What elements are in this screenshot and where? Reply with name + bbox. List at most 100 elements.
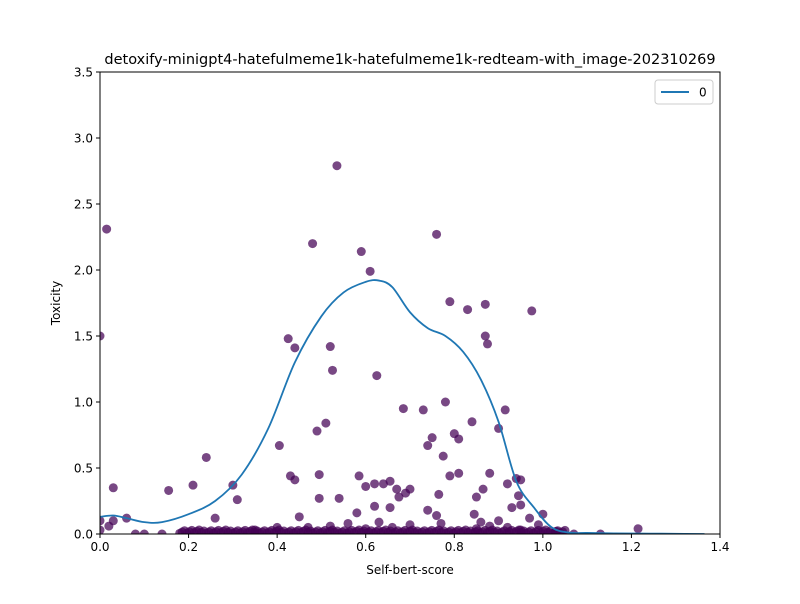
scatter-point bbox=[334, 493, 344, 503]
scatter-point bbox=[130, 529, 140, 534]
y-tick-label: 3.5 bbox=[74, 66, 93, 80]
scatter-point bbox=[164, 485, 174, 495]
scatter-point bbox=[100, 331, 105, 341]
scatter-point bbox=[485, 521, 495, 531]
scatter-point bbox=[290, 343, 300, 353]
x-tick-label: 1.0 bbox=[533, 540, 552, 554]
scatter-point bbox=[502, 522, 512, 532]
scatter-point bbox=[370, 479, 380, 489]
scatter-point bbox=[405, 484, 415, 494]
scatter-point bbox=[467, 417, 477, 427]
scatter-point bbox=[308, 239, 318, 249]
scatter-point bbox=[502, 479, 512, 489]
scatter-point bbox=[365, 266, 375, 276]
scatter-point bbox=[392, 484, 402, 494]
scatter-point bbox=[514, 491, 523, 501]
y-tick-label: 1.0 bbox=[74, 396, 93, 410]
scatter-point bbox=[440, 397, 450, 407]
scatter-point bbox=[469, 509, 479, 519]
scatter-point bbox=[312, 426, 322, 436]
scatter-point bbox=[476, 517, 486, 527]
scatter-point bbox=[471, 492, 481, 502]
scatter-point bbox=[361, 524, 371, 534]
y-axis-label: Toxicity bbox=[49, 281, 63, 326]
scatter-point bbox=[423, 441, 433, 451]
scatter-point bbox=[483, 339, 492, 349]
x-axis-label: Self-bert-score bbox=[366, 563, 453, 577]
scatter-point bbox=[533, 520, 543, 530]
x-tick-label: 0.0 bbox=[90, 540, 109, 554]
scatter-point bbox=[485, 468, 495, 478]
legend-entry-0: 0 bbox=[699, 86, 707, 100]
scatter-point bbox=[328, 365, 337, 375]
scatter-point bbox=[232, 495, 242, 505]
y-tick-label: 0.0 bbox=[74, 528, 93, 542]
scatter-point bbox=[454, 434, 464, 444]
scatter-point bbox=[398, 404, 408, 414]
scatter-point bbox=[405, 520, 415, 530]
y-tick-label: 0.5 bbox=[74, 462, 93, 476]
scatter-point bbox=[356, 247, 366, 257]
y-tick-label: 2.0 bbox=[74, 264, 93, 278]
scatter-point bbox=[438, 451, 448, 461]
x-tick-label: 1.4 bbox=[710, 540, 729, 554]
x-tick-label: 0.6 bbox=[356, 540, 375, 554]
scatter-point bbox=[139, 529, 149, 534]
scatter-point bbox=[387, 522, 397, 532]
scatter-point bbox=[374, 517, 384, 527]
scatter-point bbox=[432, 229, 442, 239]
scatter-point bbox=[516, 475, 526, 485]
scatter-point bbox=[372, 371, 382, 381]
axes-frame bbox=[99, 71, 721, 535]
chart-title: detoxify-minigpt4-hatefulmeme1k-hatefulm… bbox=[104, 52, 715, 68]
scatter-point bbox=[325, 342, 335, 352]
scatter-point bbox=[434, 489, 444, 499]
axis-ticks: 0.0 0.2 0.4 0.6 0.8 1.0 1.2 1.4 0.0 0.5 1.0 1.5 2.0 2… bbox=[74, 66, 730, 555]
y-tick-label: 3.0 bbox=[74, 132, 93, 146]
scatter-point bbox=[102, 224, 112, 234]
scatter-point bbox=[321, 418, 331, 428]
scatter-point bbox=[290, 475, 300, 485]
scatter-point bbox=[303, 522, 313, 532]
x-tick-label: 1.2 bbox=[622, 540, 641, 554]
scatter-point bbox=[480, 299, 490, 309]
scatter-point bbox=[210, 513, 220, 523]
scatter-point bbox=[463, 305, 473, 315]
scatter-point bbox=[283, 334, 293, 344]
scatter-point bbox=[445, 297, 455, 307]
scatter-point bbox=[314, 470, 324, 480]
scatter-point bbox=[445, 471, 455, 481]
scatter-point bbox=[436, 518, 446, 528]
scatter-point bbox=[104, 521, 114, 531]
x-tick-label: 0.4 bbox=[268, 540, 287, 554]
scatter-point bbox=[385, 476, 395, 486]
scatter-point bbox=[432, 511, 442, 521]
series-line-0 bbox=[100, 279, 705, 534]
x-tick-label: 0.8 bbox=[445, 540, 464, 554]
scatter-point bbox=[525, 513, 535, 523]
scatter-point bbox=[427, 433, 437, 443]
scatter-point bbox=[314, 493, 324, 503]
scatter-point bbox=[354, 471, 364, 481]
scatter-point bbox=[250, 525, 260, 534]
scatter-point bbox=[201, 452, 211, 462]
scatter-point bbox=[527, 306, 537, 316]
scatter-point bbox=[100, 525, 105, 534]
scatter-point bbox=[507, 503, 517, 513]
scatter-point bbox=[633, 524, 643, 534]
scatter-point bbox=[332, 161, 342, 171]
scatter-point bbox=[480, 331, 490, 341]
scatter-point bbox=[343, 518, 353, 528]
scatter-point bbox=[157, 529, 167, 534]
y-tick-label: 1.5 bbox=[74, 330, 93, 344]
scatter-point bbox=[108, 483, 118, 493]
scatter-point bbox=[274, 441, 284, 451]
x-tick-label: 0.2 bbox=[179, 540, 198, 554]
scatter-point bbox=[418, 405, 428, 415]
scatter-point bbox=[325, 521, 335, 531]
scatter-point bbox=[370, 501, 380, 511]
scatter-point bbox=[272, 522, 282, 532]
legend: 0 bbox=[654, 79, 714, 105]
